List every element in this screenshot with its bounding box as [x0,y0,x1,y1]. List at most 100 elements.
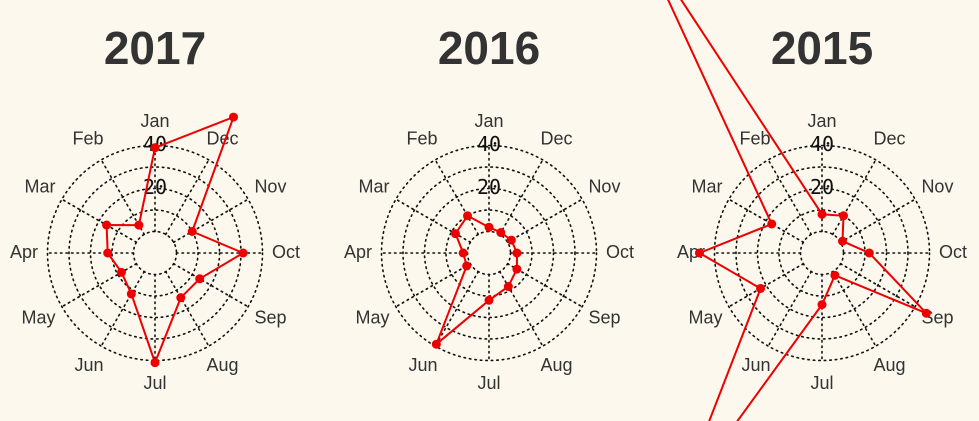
grid-spoke [839,198,916,244]
data-point [103,248,113,258]
grid-spoke [434,270,480,347]
month-label: Jan [140,111,169,131]
month-label: Oct [272,242,300,262]
data-point [756,283,766,293]
chart-title: 2017 [104,22,206,74]
month-label: Mar [359,176,390,196]
month-label: Mar [692,176,723,196]
data-point [817,209,827,219]
grid-ring [89,187,221,319]
grid-ring [713,144,931,362]
month-label: Jan [474,111,503,131]
data-point [512,248,522,258]
grid-spoke [61,262,138,308]
grid-spoke [767,159,813,236]
data-point [694,248,704,258]
month-label: Sep [254,307,286,327]
month-label: Nov [921,176,953,196]
month-label: Aug [874,355,906,375]
grid-ring [799,230,845,276]
month-label: Jun [74,355,103,375]
data-point [837,236,847,246]
y-tick-label: 20 [477,175,501,199]
chart-title: 2015 [771,22,873,74]
data-point [462,261,472,271]
grid-layer: 2017 Jan Feb Mar Apr May Jun Jul Aug Sep Oct Nov Dec… [10,22,967,393]
y-tick-label: 40 [810,132,834,156]
month-label: Mar [25,176,56,196]
data-point [830,270,840,280]
month-label: Feb [406,128,437,148]
data-point [463,211,472,221]
grid-spoke [395,262,472,308]
month-label: Feb [72,128,103,148]
data-point [126,289,136,299]
data-point [503,282,513,292]
grid-spoke [728,262,805,308]
data-point [134,220,144,230]
month-label: May [689,307,723,327]
grid-ring [380,144,598,362]
month-label: Apr [10,242,38,262]
grid-ring [402,166,576,340]
grid-spoke [498,159,544,236]
month-label: Jul [810,373,833,393]
month-label: May [356,307,390,327]
month-label: Nov [254,176,286,196]
month-label: Apr [344,242,372,262]
month-label: Nov [588,176,620,196]
grid-ring [735,166,909,340]
grid-spoke [767,270,813,347]
month-label: Jun [408,355,437,375]
month-label: Jul [477,373,500,393]
grid-spoke [839,262,916,308]
month-label: Oct [939,242,967,262]
data-point [506,235,516,245]
grid-spoke [434,159,480,236]
data-point [187,227,197,236]
grid-spoke [728,198,805,244]
month-label: Jun [741,355,770,375]
data-point [484,295,494,305]
grid-spoke [831,159,877,236]
data-point [458,248,468,258]
radar-line [105,115,246,366]
data-point [496,228,506,238]
grid-spoke [506,262,583,308]
grid-spoke [395,198,472,244]
grid-ring [111,209,199,297]
month-label: Sep [588,307,620,327]
grid-ring [423,187,555,319]
grid-ring [756,187,888,319]
data-point [150,358,160,368]
grid-spoke [164,159,210,236]
grid-spoke [172,198,249,244]
data-point [512,264,522,274]
grid-spoke [164,270,210,347]
data-point [767,219,777,229]
data-layer [102,0,931,421]
data-point [150,143,160,153]
month-label: Dec [207,128,239,148]
grid-spoke [100,159,146,236]
data-point [484,222,494,232]
month-label: Aug [541,355,573,375]
grid-ring [466,230,512,276]
data-point [921,308,931,318]
data-point [228,112,238,122]
grid-spoke [172,262,249,308]
data-point [817,300,827,310]
grid-spoke [506,198,583,244]
grid-spoke [100,270,146,347]
data-point [839,211,848,221]
month-label: Dec [874,128,906,148]
month-label: May [22,307,56,327]
grid-spoke [498,270,544,347]
data-point [431,339,441,349]
grid-spoke [61,198,138,244]
month-label: Feb [739,128,770,148]
data-point [864,248,874,258]
grid-ring [132,230,178,276]
y-tick-label: 40 [477,132,501,156]
